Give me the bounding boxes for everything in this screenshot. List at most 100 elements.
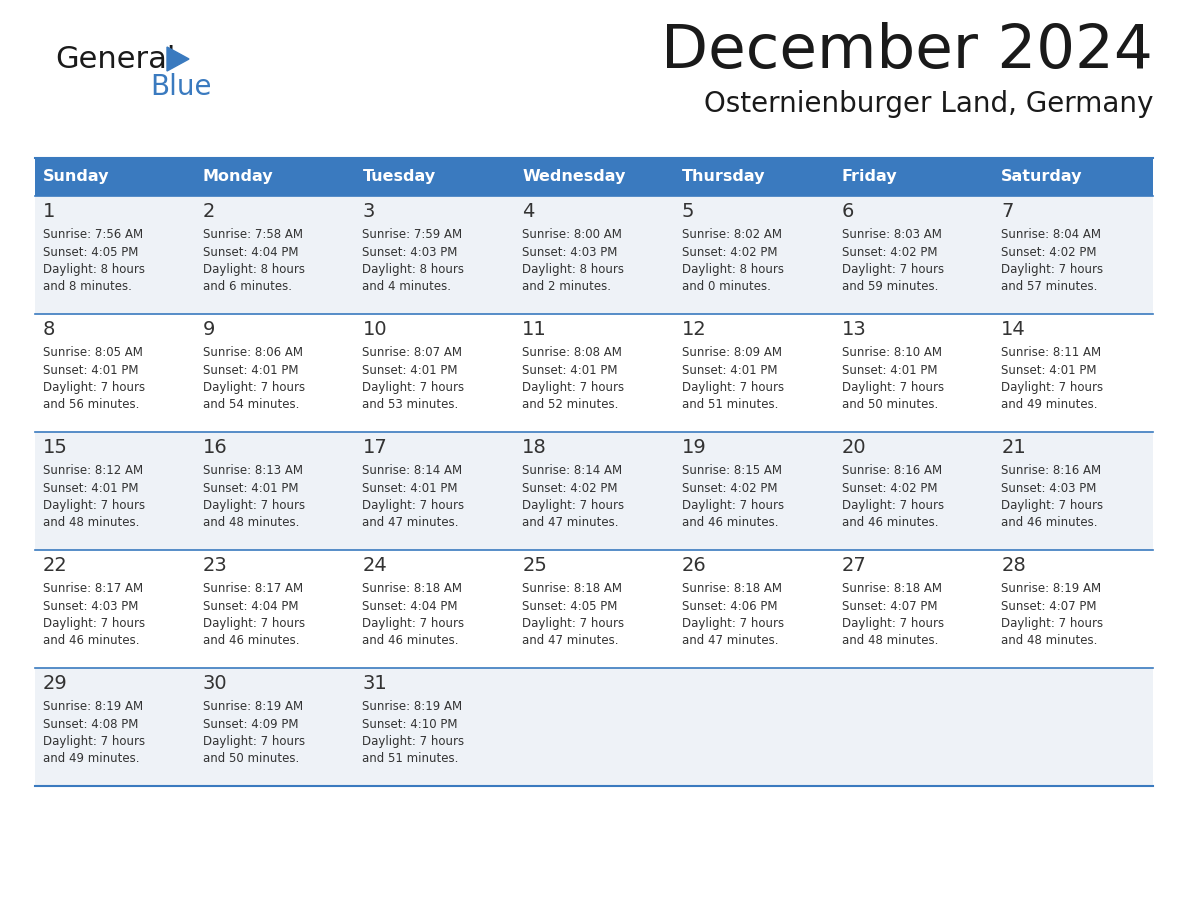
Text: Daylight: 8 hours: Daylight: 8 hours (362, 263, 465, 276)
Text: Sunrise: 8:19 AM: Sunrise: 8:19 AM (43, 700, 143, 713)
Bar (195, 158, 354, 196)
Text: 11: 11 (523, 320, 546, 339)
Text: 25: 25 (523, 556, 546, 575)
Text: 8: 8 (43, 320, 56, 339)
Text: and 6 minutes.: and 6 minutes. (203, 281, 292, 294)
Text: and 46 minutes.: and 46 minutes. (362, 634, 459, 647)
Text: 18: 18 (523, 438, 546, 457)
Text: and 47 minutes.: and 47 minutes. (682, 634, 778, 647)
Text: Sunrise: 8:18 AM: Sunrise: 8:18 AM (682, 582, 782, 595)
Text: Wednesday: Wednesday (523, 170, 626, 185)
Text: and 57 minutes.: and 57 minutes. (1001, 281, 1098, 294)
Text: Daylight: 8 hours: Daylight: 8 hours (203, 263, 304, 276)
Text: Sunrise: 8:17 AM: Sunrise: 8:17 AM (43, 582, 143, 595)
Text: 4: 4 (523, 202, 535, 221)
Bar (354, 158, 514, 196)
Bar (34, 158, 195, 196)
Text: Sunrise: 8:04 AM: Sunrise: 8:04 AM (1001, 228, 1101, 241)
Text: and 47 minutes.: and 47 minutes. (523, 634, 619, 647)
Text: Sunrise: 8:18 AM: Sunrise: 8:18 AM (841, 582, 942, 595)
Text: Sunrise: 8:15 AM: Sunrise: 8:15 AM (682, 464, 782, 477)
Text: Sunrise: 8:06 AM: Sunrise: 8:06 AM (203, 346, 303, 359)
Text: Sunset: 4:02 PM: Sunset: 4:02 PM (682, 482, 777, 495)
Text: Daylight: 7 hours: Daylight: 7 hours (841, 617, 943, 630)
Text: and 8 minutes.: and 8 minutes. (43, 281, 132, 294)
Text: and 46 minutes.: and 46 minutes. (682, 517, 778, 530)
Text: 22: 22 (43, 556, 68, 575)
Text: Sunrise: 7:58 AM: Sunrise: 7:58 AM (203, 228, 303, 241)
Text: Daylight: 7 hours: Daylight: 7 hours (203, 735, 305, 748)
Text: and 46 minutes.: and 46 minutes. (1001, 517, 1098, 530)
Text: and 49 minutes.: and 49 minutes. (43, 753, 139, 766)
Text: 29: 29 (43, 674, 68, 693)
Text: Daylight: 7 hours: Daylight: 7 hours (841, 381, 943, 394)
Text: December 2024: December 2024 (662, 22, 1154, 81)
Bar (34, 314, 1154, 432)
Bar (34, 668, 1154, 786)
Text: and 49 minutes.: and 49 minutes. (1001, 398, 1098, 411)
Text: Sunset: 4:02 PM: Sunset: 4:02 PM (841, 245, 937, 259)
Text: Sunrise: 8:08 AM: Sunrise: 8:08 AM (523, 346, 623, 359)
Text: Sunset: 4:01 PM: Sunset: 4:01 PM (682, 364, 777, 376)
Text: Sunrise: 8:17 AM: Sunrise: 8:17 AM (203, 582, 303, 595)
Text: Sunset: 4:01 PM: Sunset: 4:01 PM (1001, 364, 1097, 376)
Text: Sunset: 4:10 PM: Sunset: 4:10 PM (362, 718, 457, 731)
Text: 3: 3 (362, 202, 374, 221)
Text: Osternienburger Land, Germany: Osternienburger Land, Germany (703, 90, 1154, 118)
Text: Daylight: 7 hours: Daylight: 7 hours (523, 381, 624, 394)
Text: Sunrise: 8:16 AM: Sunrise: 8:16 AM (1001, 464, 1101, 477)
Bar (993, 158, 1154, 196)
Text: Sunrise: 8:14 AM: Sunrise: 8:14 AM (523, 464, 623, 477)
Bar (834, 158, 993, 196)
Text: Daylight: 7 hours: Daylight: 7 hours (43, 381, 145, 394)
Text: Sunrise: 8:18 AM: Sunrise: 8:18 AM (362, 582, 462, 595)
Text: Tuesday: Tuesday (362, 170, 436, 185)
Text: and 51 minutes.: and 51 minutes. (682, 398, 778, 411)
Text: Daylight: 7 hours: Daylight: 7 hours (841, 263, 943, 276)
Text: 10: 10 (362, 320, 387, 339)
Text: Daylight: 7 hours: Daylight: 7 hours (682, 381, 784, 394)
Text: and 46 minutes.: and 46 minutes. (43, 634, 139, 647)
Text: Daylight: 8 hours: Daylight: 8 hours (523, 263, 624, 276)
Text: 5: 5 (682, 202, 694, 221)
Text: Sunset: 4:01 PM: Sunset: 4:01 PM (362, 364, 457, 376)
Text: Sunset: 4:05 PM: Sunset: 4:05 PM (523, 599, 618, 612)
Text: Sunset: 4:04 PM: Sunset: 4:04 PM (203, 599, 298, 612)
Text: Daylight: 7 hours: Daylight: 7 hours (362, 617, 465, 630)
Text: Sunrise: 8:07 AM: Sunrise: 8:07 AM (362, 346, 462, 359)
Text: Sunset: 4:04 PM: Sunset: 4:04 PM (203, 245, 298, 259)
Text: Sunset: 4:06 PM: Sunset: 4:06 PM (682, 599, 777, 612)
Text: 16: 16 (203, 438, 227, 457)
Text: Sunset: 4:03 PM: Sunset: 4:03 PM (1001, 482, 1097, 495)
Text: and 4 minutes.: and 4 minutes. (362, 281, 451, 294)
Text: and 48 minutes.: and 48 minutes. (43, 517, 139, 530)
Text: 30: 30 (203, 674, 227, 693)
Text: Sunset: 4:05 PM: Sunset: 4:05 PM (43, 245, 138, 259)
Text: Sunset: 4:03 PM: Sunset: 4:03 PM (43, 599, 138, 612)
Text: 23: 23 (203, 556, 227, 575)
Text: Daylight: 7 hours: Daylight: 7 hours (43, 617, 145, 630)
Text: Daylight: 7 hours: Daylight: 7 hours (682, 499, 784, 512)
Bar (34, 432, 1154, 550)
Bar (34, 550, 1154, 668)
Text: Daylight: 7 hours: Daylight: 7 hours (203, 617, 305, 630)
Text: Sunset: 4:03 PM: Sunset: 4:03 PM (523, 245, 618, 259)
Text: Daylight: 7 hours: Daylight: 7 hours (43, 499, 145, 512)
Text: Daylight: 8 hours: Daylight: 8 hours (682, 263, 784, 276)
Text: 19: 19 (682, 438, 707, 457)
Text: and 52 minutes.: and 52 minutes. (523, 398, 619, 411)
Text: and 47 minutes.: and 47 minutes. (362, 517, 459, 530)
Text: 9: 9 (203, 320, 215, 339)
Text: Sunday: Sunday (43, 170, 109, 185)
Bar (674, 158, 834, 196)
Text: Sunset: 4:02 PM: Sunset: 4:02 PM (1001, 245, 1097, 259)
Text: Sunset: 4:01 PM: Sunset: 4:01 PM (203, 364, 298, 376)
Text: Sunrise: 8:19 AM: Sunrise: 8:19 AM (1001, 582, 1101, 595)
Text: Sunset: 4:07 PM: Sunset: 4:07 PM (1001, 599, 1097, 612)
Text: and 50 minutes.: and 50 minutes. (841, 398, 937, 411)
Text: 27: 27 (841, 556, 866, 575)
Text: 7: 7 (1001, 202, 1013, 221)
Text: Daylight: 7 hours: Daylight: 7 hours (523, 617, 624, 630)
Text: Sunrise: 8:11 AM: Sunrise: 8:11 AM (1001, 346, 1101, 359)
Text: Sunset: 4:01 PM: Sunset: 4:01 PM (523, 364, 618, 376)
